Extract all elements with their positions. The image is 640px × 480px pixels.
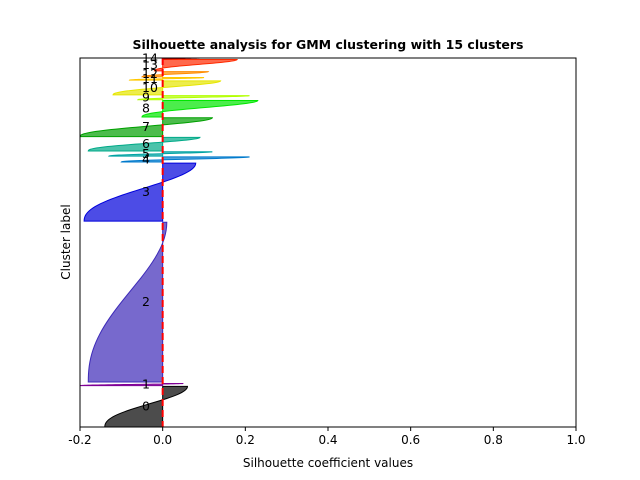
- x-tick-label: 0.6: [401, 433, 420, 447]
- cluster-silhouette-10: [112, 80, 222, 96]
- x-tick-label: 0.8: [484, 433, 503, 447]
- cluster-silhouette-5: [108, 151, 213, 157]
- x-tick-label: 0.4: [318, 433, 337, 447]
- cluster-label-8: 8: [142, 101, 150, 116]
- cluster-label-1: 1: [142, 377, 150, 392]
- cluster-label-0: 0: [142, 399, 150, 414]
- plot-area: [80, 58, 259, 427]
- cluster-silhouette-7: [80, 117, 214, 138]
- x-tick-label: 0.0: [153, 433, 172, 447]
- cluster-label-7: 7: [142, 119, 150, 134]
- cluster-label-4: 4: [142, 151, 150, 166]
- x-tick-label: 1.0: [566, 433, 585, 447]
- cluster-label-3: 3: [142, 184, 150, 199]
- cluster-silhouette-4: [120, 156, 250, 163]
- cluster-label-5: 5: [142, 146, 150, 161]
- cluster-silhouette-6: [87, 136, 201, 152]
- cluster-silhouette-9: [137, 95, 250, 101]
- x-tick-label: 0.2: [236, 433, 255, 447]
- cluster-silhouette-8: [141, 99, 259, 118]
- cluster-label-9: 9: [142, 90, 150, 105]
- cluster-silhouette-11: [128, 77, 205, 81]
- chart-title: Silhouette analysis for GMM clustering w…: [133, 37, 524, 52]
- cluster-silhouette-2: [87, 221, 168, 383]
- cluster-silhouette-1: [80, 382, 184, 387]
- cluster-label-2: 2: [142, 294, 150, 309]
- cluster-label-11: 11: [142, 71, 158, 86]
- cluster-silhouette-12: [141, 71, 210, 78]
- x-tick-label: -0.2: [68, 433, 91, 447]
- y-axis-label: Cluster label: [59, 204, 73, 279]
- cluster-label-6: 6: [142, 136, 150, 151]
- x-axis-label: Silhouette coefficient values: [243, 456, 413, 470]
- cluster-silhouette-13: [153, 58, 238, 72]
- cluster-label-10: 10: [142, 80, 158, 95]
- x-axis: -0.2 0.0 0.2 0.4 0.6 0.8 1.0: [68, 427, 586, 447]
- cluster-label-13: 13: [142, 57, 158, 72]
- cluster-label-12: 12: [142, 66, 158, 81]
- cluster-silhouette-3: [83, 162, 197, 222]
- cluster-silhouette-0: [104, 385, 189, 427]
